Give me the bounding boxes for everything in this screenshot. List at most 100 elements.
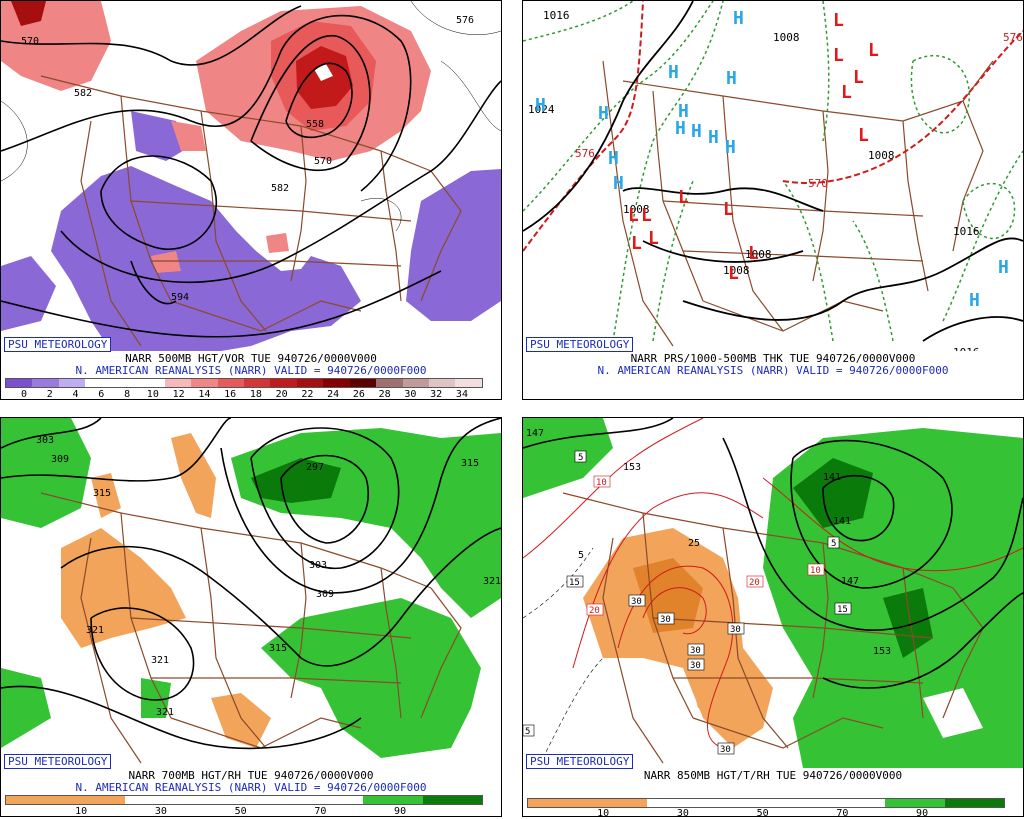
colorbar-tick-label: 30 [676,808,689,817]
colorbar-swatch [138,379,165,387]
colorbar-swatch [58,379,86,387]
panel-pressure-thickness: 1016 1024 1008 1008 1008 1016 1016 1008 … [522,0,1024,400]
colorbar-swatch [270,379,297,387]
height-label: 570 [21,36,39,47]
low-pressure-symbol: L [641,205,652,226]
temperature-label: 30 [730,625,741,635]
rh-moist-area [883,588,933,658]
height-label: 576 [456,15,474,26]
rh-moist-area [523,418,613,498]
colorbar-swatch [422,796,482,804]
vorticity-negative-area [1,256,56,331]
colorbar-tick-label: 4 [72,389,79,400]
high-pressure-symbol: H [675,118,686,139]
colorbar-tick-label: 50 [756,808,769,817]
height-label: 315 [93,488,111,499]
high-pressure-symbol: H [613,173,624,194]
thickness-contours-green [523,1,1023,342]
colorbar-swatch [111,379,139,387]
colorbar-swatch [32,379,59,387]
colorbar-tick-label: 50 [234,806,247,817]
rh-moist-area [141,678,171,718]
low-pressure-symbol: L [628,205,639,226]
rh-moist-area [251,458,341,503]
temperature-label: 15 [569,578,580,588]
colorbar-swatch [65,796,125,804]
temperature-label: 10 [810,566,821,576]
temperature-label: 20 [749,578,760,588]
colorbar-tick-label: 16 [224,389,237,400]
temperature-label: 30 [660,615,671,625]
low-pressure-symbol: L [748,243,759,264]
high-pressure-symbol: H [725,137,736,158]
height-label: 309 [316,589,334,600]
panel-subcaption: N. AMERICAN REANALYSIS (NARR) VALID = 94… [75,781,427,794]
map-700mb: 303 309 315 297 303 309 315 321 321 321 … [1,418,501,764]
colorbar-swatch [376,379,403,387]
panel-subcaption: N. AMERICAN REANALYSIS (NARR) VALID = 94… [597,364,949,377]
vorticity-positive-area [314,64,333,81]
rh-dry-area [91,473,121,518]
rh-moist-area [261,598,481,758]
rh-dry-area [211,693,271,748]
colorbar-tick-label: 12 [172,389,185,400]
colorbar-tick-label: 90 [394,806,407,817]
colorbar-tick-label: 14 [198,389,211,400]
political-borders [562,492,984,764]
colorbar-tick-label: 34 [455,389,468,400]
colorbar-tick-label: 22 [301,389,314,400]
low-pressure-symbol: L [853,67,864,88]
colorbar-swatch [706,799,766,807]
colorbar-tick-label: 32 [430,389,443,400]
colorbar-tick-label: 0 [21,389,28,400]
high-pressure-symbol: H [678,101,689,122]
vorticity-positive-area [11,1,46,26]
low-pressure-symbol: L [868,40,879,61]
high-pressure-symbol: H [726,68,737,89]
colorbar-swatch [323,379,350,387]
high-pressure-symbol: H [535,95,546,116]
colorbar-swatch [6,379,33,387]
vorticity-positive-area [266,233,289,253]
high-pressure-symbol: H [708,127,719,148]
colorbar-swatch [296,379,324,387]
vorticity-colorbar [5,378,483,388]
colorbar-tick-label: 26 [352,389,365,400]
pressure-label: 1016 [543,9,570,22]
colorbar-swatch [85,379,112,387]
colorbar-tick-label: 70 [314,806,327,817]
height-contours [523,418,1023,689]
colorbar-swatch [587,799,647,807]
height-label: 570 [314,156,332,167]
colorbar-swatch [885,799,945,807]
colorbar-swatch [125,796,185,804]
low-pressure-symbol: L [841,82,852,103]
colorbar-swatch [944,799,1004,807]
map-850mb: 147 153 141 141 147 153 25 5 5 10 15 20 … [523,418,1023,768]
pressure-label: 1008 [745,248,772,261]
high-pressure-symbol: H [598,103,609,124]
temperature-label: 5 [578,453,583,463]
colorbar-swatch [164,379,192,387]
low-pressure-symbol: L [728,263,739,284]
temperature-label: 5 [525,727,530,737]
high-pressure-symbol: H [668,62,679,83]
vorticity-negative-area [406,169,501,321]
colorbar-tick-label: 30 [154,806,167,817]
temperature-label: 30 [690,646,701,656]
colorbar-swatch [647,799,707,807]
height-contours [1,5,501,338]
colorbar-tick-label: 90 [916,808,929,817]
panel-subcaption: N. AMERICAN REANALYSIS (NARR) VALID = 94… [75,364,427,377]
pressure-label: 1016 [953,225,980,238]
rh-moist-area [923,688,983,738]
high-pressure-symbol: H [691,121,702,142]
temperature-label: 15 [837,605,848,615]
colorbar-tick-label: 70 [836,808,849,817]
low-pressure-symbol: L [648,228,659,249]
height-label: 321 [483,576,501,587]
pressure-label: 1008 [623,203,650,216]
temperature-label: 10 [596,478,607,488]
colorbar-tick-label: 20 [275,389,288,400]
political-borders [602,60,994,347]
